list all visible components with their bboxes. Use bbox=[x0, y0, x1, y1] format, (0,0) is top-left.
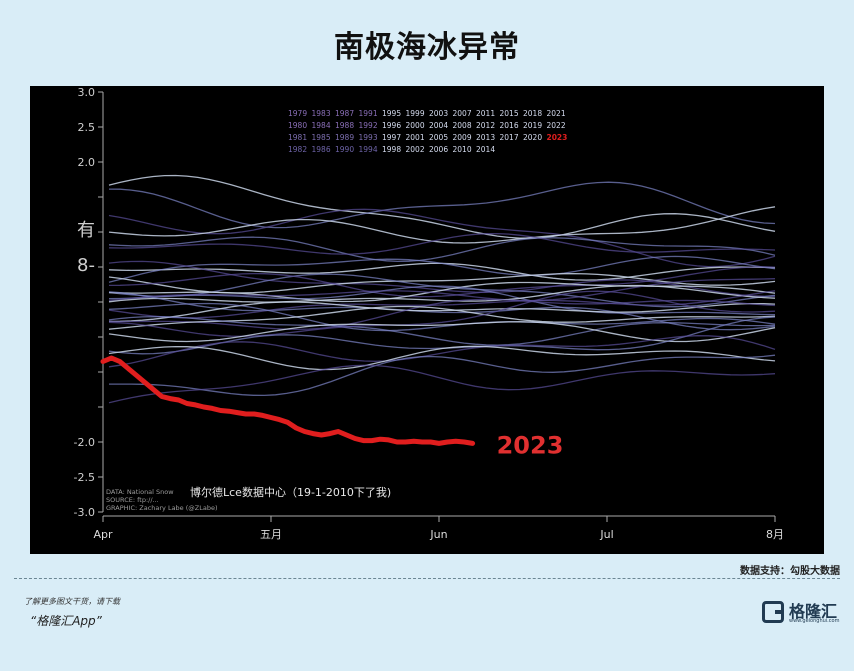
series-line-historical bbox=[109, 354, 776, 397]
series-line-historical bbox=[108, 260, 776, 297]
series-line-historical bbox=[108, 302, 776, 332]
legend-year-label: 2022 bbox=[547, 121, 566, 130]
legend-year-label: 2007 bbox=[453, 109, 472, 118]
legend-year-label: 2018 bbox=[523, 109, 542, 118]
sea-ice-anomaly-chart: 3.0 2.5 2.0 有 8- -2.0 -2.5 -3.0 Apr 五月 Jun Jul 8月 202… bbox=[74, 86, 784, 541]
legend-year-label: 2000 bbox=[406, 121, 425, 130]
logo-mark-icon bbox=[762, 601, 784, 623]
series-line-historical bbox=[108, 255, 776, 283]
legend-year-label: 1998 bbox=[382, 145, 401, 154]
legend-year-label: 2012 bbox=[476, 121, 495, 130]
legend-year-label: 1988 bbox=[335, 121, 354, 130]
x-tick-label: Jul bbox=[599, 528, 613, 541]
legend-year-label: 2019 bbox=[523, 121, 542, 130]
series-line-historical bbox=[108, 181, 776, 229]
y-tick-label: 有 bbox=[77, 220, 95, 241]
series-line-historical bbox=[108, 284, 776, 303]
series-line-historical bbox=[108, 266, 776, 298]
legend-year-label: 1997 bbox=[382, 133, 401, 142]
footer-divider bbox=[14, 578, 840, 579]
x-tick-label: 8月 bbox=[766, 528, 784, 541]
series-line-historical bbox=[108, 285, 776, 316]
legend-year-label: 2004 bbox=[429, 121, 448, 130]
legend-year-label: 1996 bbox=[382, 121, 401, 130]
page-title: 南极海冰异常 bbox=[334, 30, 520, 65]
legend-year-label: 1991 bbox=[359, 109, 378, 118]
legend-year-label: 1981 bbox=[288, 133, 307, 142]
series-line-historical bbox=[108, 335, 776, 368]
x-tick-label: 五月 bbox=[260, 528, 282, 541]
series-line-historical bbox=[108, 364, 776, 404]
y-tick-label: -2.5 bbox=[74, 471, 95, 484]
legend-year-label: 2005 bbox=[429, 133, 448, 142]
series-line-historical bbox=[108, 345, 776, 371]
legend-year-label: 1987 bbox=[335, 109, 354, 118]
legend-year-label: 2009 bbox=[453, 133, 472, 142]
series-line-historical bbox=[108, 206, 776, 244]
y-tick-label: 2.5 bbox=[78, 121, 96, 134]
legend-year-label: 1994 bbox=[359, 145, 378, 154]
series-line-2023 bbox=[100, 355, 476, 446]
legend-year-label: 1995 bbox=[382, 109, 401, 118]
y-tick-label: 3.0 bbox=[78, 86, 96, 99]
legend-year-label: 1999 bbox=[406, 109, 425, 118]
legend-year-label: 2014 bbox=[476, 145, 495, 154]
x-tick-label: Jun bbox=[429, 528, 447, 541]
legend-year-label: 1993 bbox=[359, 133, 378, 142]
legend-year-label: 1992 bbox=[359, 121, 378, 130]
series-line-historical bbox=[108, 232, 776, 255]
x-tick-label: Apr bbox=[93, 528, 113, 541]
series-line-historical bbox=[108, 290, 776, 319]
series-line-historical bbox=[108, 290, 776, 337]
chart-panel: 3.0 2.5 2.0 有 8- -2.0 -2.5 -3.0 Apr 五月 Jun Jul 8月 202… bbox=[30, 86, 824, 554]
legend-year-label: 2013 bbox=[476, 133, 495, 142]
legend-year-label: 2015 bbox=[500, 109, 519, 118]
legend-year-label: 1979 bbox=[288, 109, 307, 118]
series-line-historical bbox=[108, 315, 776, 346]
series-line-historical bbox=[108, 174, 776, 239]
data-source: 数据支持：勾股大数据 bbox=[740, 566, 840, 577]
promo-text: 了解更多图文干货，请下载 bbox=[24, 597, 120, 606]
logo-text: 格隆汇 bbox=[789, 602, 838, 621]
promo-app-name: “格隆汇App” bbox=[30, 614, 102, 628]
legend-year-label: 1985 bbox=[312, 133, 331, 142]
gelonghui-logo[interactable]: 格隆汇 www.gelonghui.com bbox=[762, 598, 840, 626]
legend-year-label: 2021 bbox=[547, 109, 566, 118]
legend-year-label: 1990 bbox=[335, 145, 354, 154]
credit-line: GRAPHIC: Zachary Labe (@ZLabe) bbox=[106, 504, 218, 512]
legend-year-label: 2001 bbox=[406, 133, 425, 142]
y-tick-label: 2.0 bbox=[78, 156, 96, 169]
legend-year-label: 2002 bbox=[406, 145, 425, 154]
y-tick-label: -2.0 bbox=[74, 436, 95, 449]
legend-year-label: 1986 bbox=[312, 145, 331, 154]
legend-year-label: 2016 bbox=[500, 121, 519, 130]
legend-year-label: 1982 bbox=[288, 145, 307, 154]
series-line-historical bbox=[108, 301, 776, 323]
legend-year-label: 2020 bbox=[523, 133, 542, 142]
credit-line: DATA: National Snow bbox=[106, 488, 174, 496]
legend-year-label: 1989 bbox=[335, 133, 354, 142]
logo-url: www.gelonghui.com bbox=[789, 618, 840, 624]
legend-year-label: 2017 bbox=[500, 133, 519, 142]
y-tick-label: 8- bbox=[77, 255, 95, 276]
y-tick-label: -3.0 bbox=[74, 506, 95, 519]
series-line-historical bbox=[108, 321, 776, 343]
legend-year-label: 2023 bbox=[547, 133, 568, 142]
series-line-historical bbox=[108, 208, 776, 268]
legend-year-label: 1984 bbox=[312, 121, 331, 130]
legend-year-label: 2011 bbox=[476, 109, 495, 118]
legend-year-label: 2008 bbox=[453, 121, 472, 130]
series-line-historical bbox=[108, 273, 776, 308]
legend-year-label: 2010 bbox=[453, 145, 472, 154]
overlay-note: 博尔德Lce数据中心（19-1-2010下了我) bbox=[190, 485, 391, 499]
credit-line: SOURCE: ftp://... bbox=[106, 496, 159, 504]
highlight-label-2023: 2023 bbox=[497, 431, 564, 459]
series-line-historical bbox=[108, 278, 776, 302]
legend-year-label: 1983 bbox=[312, 109, 331, 118]
series-line-historical bbox=[108, 236, 776, 263]
legend-year-label: 1980 bbox=[288, 121, 307, 130]
legend-year-label: 2003 bbox=[429, 109, 448, 118]
legend-year-label: 2006 bbox=[429, 145, 448, 154]
